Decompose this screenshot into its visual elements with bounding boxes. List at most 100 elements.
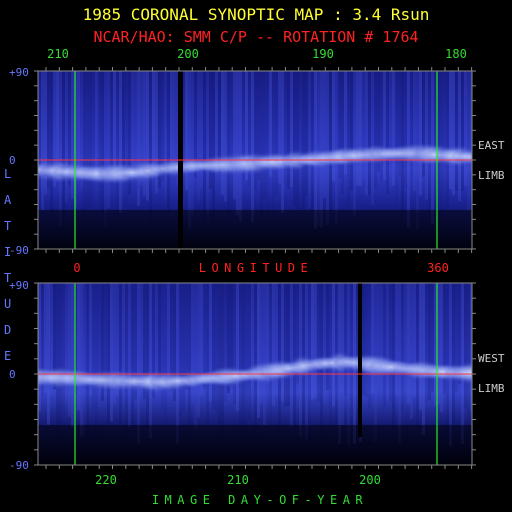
- texture-streak: [248, 71, 251, 186]
- texture-streak: [86, 71, 89, 209]
- texture-streak: [464, 71, 467, 186]
- texture-streak: [143, 283, 146, 399]
- texture-streak: [380, 283, 383, 391]
- texture-streak: [155, 283, 158, 394]
- texture-streak: [83, 283, 86, 436]
- texture-streak: [92, 283, 95, 411]
- texture-streak: [308, 71, 311, 209]
- texture-streak: [446, 71, 449, 210]
- texture-streak: [179, 283, 182, 417]
- texture-streak: [152, 71, 155, 174]
- texture-streak: [209, 283, 212, 402]
- texture-streak: [293, 71, 296, 206]
- texture-streak: [407, 283, 410, 405]
- texture-streak: [104, 71, 107, 227]
- texture-streak: [92, 71, 95, 230]
- texture-streak: [332, 283, 335, 407]
- texture-streak: [218, 71, 221, 174]
- texture-streak: [128, 71, 131, 195]
- texture-streak: [287, 283, 290, 407]
- texture-streak: [218, 283, 221, 438]
- texture-streak: [404, 283, 407, 390]
- texture-streak: [431, 283, 434, 393]
- texture-streak: [56, 283, 59, 438]
- texture-streak: [278, 71, 281, 184]
- texture-streak: [260, 71, 263, 216]
- texture-streak: [350, 283, 353, 411]
- texture-streak: [161, 71, 164, 182]
- texture-streak: [68, 71, 71, 186]
- texture-streak: [101, 71, 104, 215]
- texture-streak: [221, 283, 224, 446]
- texture-streak: [470, 71, 472, 171]
- texture-streak: [140, 283, 143, 393]
- texture-streak: [383, 71, 386, 180]
- texture-streak: [107, 283, 110, 424]
- texture-streak: [116, 283, 119, 396]
- texture-streak: [371, 71, 374, 205]
- texture-streak: [68, 283, 71, 417]
- texture-streak: [317, 283, 320, 402]
- texture-streak: [212, 283, 215, 410]
- texture-streak: [449, 71, 452, 190]
- texture-streak: [302, 283, 305, 425]
- texture-streak: [212, 71, 215, 227]
- longitude-360-label: 360: [427, 261, 449, 275]
- texture-streak: [371, 283, 374, 394]
- texture-streak: [416, 283, 419, 428]
- texture-streak: [191, 283, 194, 404]
- texture-streak: [434, 283, 437, 407]
- texture-streak: [101, 283, 104, 401]
- y-axis-letter: I: [4, 245, 11, 259]
- texture-streak: [269, 283, 272, 432]
- texture-streak: [236, 283, 239, 412]
- texture-streak: [359, 71, 362, 186]
- texture-streak: [461, 71, 464, 191]
- texture-streak: [275, 283, 278, 396]
- texture-streak: [77, 283, 80, 411]
- texture-streak: [455, 71, 458, 191]
- texture-streak: [182, 283, 185, 412]
- texture-streak: [356, 71, 359, 186]
- texture-streak: [341, 71, 344, 195]
- texture-streak: [116, 71, 119, 223]
- texture-streak: [98, 283, 101, 387]
- texture-streak: [302, 71, 305, 209]
- texture-streak: [236, 71, 239, 216]
- texture-streak: [83, 71, 86, 212]
- texture-streak: [317, 71, 320, 226]
- texture-streak: [377, 71, 380, 172]
- texture-streak: [296, 283, 299, 384]
- texture-streak: [290, 283, 293, 428]
- y-tick-label: -90: [9, 459, 29, 472]
- texture-streak: [245, 283, 248, 444]
- texture-streak: [419, 71, 422, 196]
- texture-streak: [131, 283, 134, 424]
- texture-streak: [383, 283, 386, 407]
- texture-streak: [161, 283, 164, 411]
- texture-streak: [173, 71, 176, 177]
- texture-streak: [224, 71, 227, 202]
- texture-streak: [323, 283, 326, 403]
- west-panel: [34, 282, 476, 469]
- texture-streak: [122, 283, 125, 391]
- texture-streak: [281, 71, 284, 214]
- texture-streak: [197, 71, 200, 201]
- texture-streak: [386, 283, 389, 402]
- texture-streak: [38, 71, 41, 211]
- texture-streak: [125, 71, 128, 205]
- texture-streak: [413, 283, 416, 397]
- texture-streak: [167, 283, 170, 385]
- texture-streak: [110, 283, 113, 422]
- y-axis-letter: E: [4, 349, 11, 363]
- texture-streak: [368, 71, 371, 195]
- texture-streak: [128, 283, 131, 427]
- texture-streak: [227, 283, 230, 394]
- texture-streak: [392, 71, 395, 186]
- texture-streak: [350, 71, 353, 191]
- y-axis-letter: D: [4, 323, 11, 337]
- texture-streak: [413, 71, 416, 191]
- texture-streak: [272, 71, 275, 223]
- texture-streak: [248, 283, 251, 419]
- x-tick-label: 180: [445, 47, 467, 61]
